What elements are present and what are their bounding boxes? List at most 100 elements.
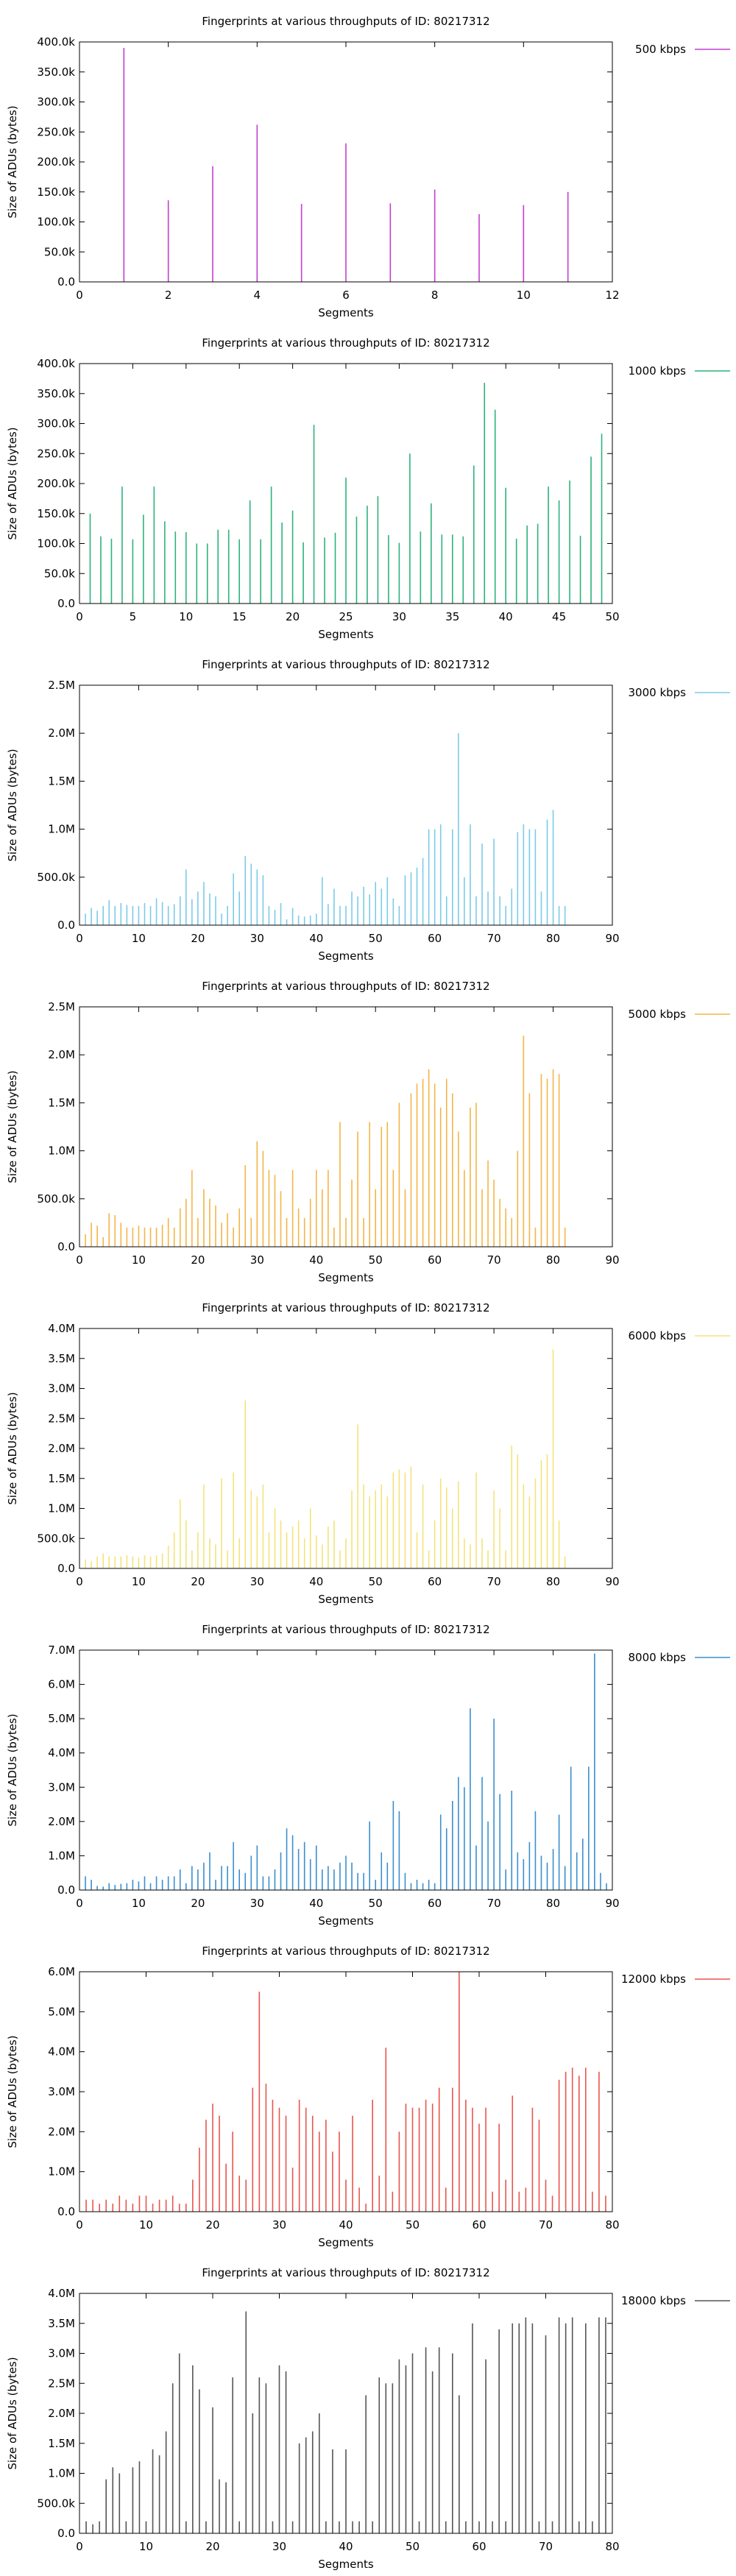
x-tick-label: 50 <box>369 932 383 945</box>
x-tick-label: 40 <box>309 932 323 945</box>
x-axis-label: Segments <box>318 949 374 963</box>
x-tick-label: 60 <box>428 1897 442 1910</box>
y-axis-label: Size of ADUs (bytes) <box>6 749 19 861</box>
plot-frame <box>79 1006 613 1248</box>
x-tick-label: 10 <box>517 289 531 302</box>
y-tick-label: 6.0M <box>48 1965 75 1978</box>
x-tick-label: 0 <box>76 1897 83 1910</box>
legend-label: 12000 kbps <box>621 1972 686 1986</box>
x-tick-label: 20 <box>205 2540 219 2553</box>
y-tick-label: 50.0k <box>44 245 75 258</box>
y-tick-label: 2.0M <box>48 1815 75 1828</box>
y-axis-label: Size of ADUs (bytes) <box>6 2357 19 2469</box>
y-tick-label: 0.0 <box>57 1562 75 1575</box>
x-tick-label: 15 <box>233 610 247 623</box>
x-tick-label: 80 <box>546 932 560 945</box>
x-tick-label: 0 <box>76 610 83 623</box>
y-tick-label: 3.5M <box>48 2317 75 2330</box>
x-tick-label: 50 <box>605 610 619 623</box>
x-tick-label: 40 <box>309 1897 323 1910</box>
x-tick-label: 10 <box>132 1253 146 1267</box>
y-tick-label: 100.0k <box>37 216 75 229</box>
legend-label: 6000 kbps <box>629 1329 687 1342</box>
y-tick-label: 2.0M <box>48 1048 75 1061</box>
x-tick-label: 0 <box>76 932 83 945</box>
chart-panel-1: Fingerprints at various throughputs of I… <box>0 322 736 643</box>
plot-frame <box>79 363 613 604</box>
x-tick-label: 0 <box>76 1575 83 1588</box>
legend-label: 1000 kbps <box>629 364 687 378</box>
y-axis-label: Size of ADUs (bytes) <box>6 1713 19 1826</box>
chart-title: Fingerprints at various throughputs of I… <box>202 1623 489 1636</box>
x-tick-label: 50 <box>369 1253 383 1267</box>
x-tick-label: 60 <box>428 1253 442 1267</box>
y-tick-label: 200.0k <box>37 477 75 490</box>
x-axis-label: Segments <box>318 1271 374 1284</box>
chart-panel-5: Fingerprints at various throughputs of I… <box>0 1608 736 1930</box>
y-axis-label: Size of ADUs (bytes) <box>6 2035 19 2148</box>
x-tick-label: 70 <box>539 2540 553 2553</box>
y-tick-label: 500.0k <box>37 1192 75 1206</box>
x-tick-label: 50 <box>369 1575 383 1588</box>
x-tick-label: 30 <box>250 1253 264 1267</box>
y-tick-label: 4.0M <box>48 2287 75 2300</box>
chart-svg: Fingerprints at various throughputs of I… <box>6 15 730 319</box>
x-tick-label: 20 <box>191 1897 205 1910</box>
y-tick-label: 1.0M <box>48 2165 75 2179</box>
y-tick-label: 3.5M <box>48 1352 75 1365</box>
x-tick-label: 90 <box>605 1575 619 1588</box>
x-tick-label: 20 <box>286 610 300 623</box>
x-tick-label: 70 <box>487 932 501 945</box>
chart-panel-0: Fingerprints at various throughputs of I… <box>0 0 736 322</box>
x-tick-label: 10 <box>132 1575 146 1588</box>
x-tick-label: 45 <box>552 610 566 623</box>
y-tick-label: 0.0 <box>57 275 75 289</box>
chart-svg: Fingerprints at various throughputs of I… <box>6 980 730 1284</box>
y-tick-label: 1.0M <box>48 1849 75 1862</box>
chart-svg: Fingerprints at various throughputs of I… <box>6 1623 730 1928</box>
y-axis-label: Size of ADUs (bytes) <box>6 1392 19 1504</box>
chart-panel-3: Fingerprints at various throughputs of I… <box>0 965 736 1287</box>
x-tick-label: 20 <box>191 1575 205 1588</box>
chart-svg: Fingerprints at various throughputs of I… <box>6 1945 730 2249</box>
x-tick-label: 4 <box>254 289 261 302</box>
x-tick-label: 35 <box>445 610 459 623</box>
legend-label: 18000 kbps <box>621 2294 686 2307</box>
y-tick-label: 2.0M <box>48 726 75 740</box>
x-tick-label: 0 <box>76 289 83 302</box>
x-tick-label: 20 <box>191 1253 205 1267</box>
chart-svg: Fingerprints at various throughputs of I… <box>6 1301 730 1606</box>
x-tick-label: 10 <box>179 610 193 623</box>
y-tick-label: 2.5M <box>48 2377 75 2390</box>
x-tick-label: 10 <box>132 932 146 945</box>
x-tick-label: 10 <box>139 2540 153 2553</box>
x-tick-label: 90 <box>605 932 619 945</box>
y-tick-label: 1.0M <box>48 1144 75 1158</box>
x-tick-label: 60 <box>428 1575 442 1588</box>
y-tick-label: 4.0M <box>48 1747 75 1760</box>
y-tick-label: 3.0M <box>48 2347 75 2360</box>
x-tick-label: 10 <box>139 2218 153 2232</box>
plot-frame <box>79 41 613 283</box>
x-tick-label: 30 <box>392 610 406 623</box>
x-tick-label: 70 <box>487 1897 501 1910</box>
x-tick-label: 40 <box>339 2540 353 2553</box>
y-tick-label: 400.0k <box>37 357 75 370</box>
y-tick-label: 1.5M <box>48 1096 75 1109</box>
y-tick-label: 500.0k <box>37 1532 75 1545</box>
y-tick-label: 50.0k <box>44 567 75 580</box>
y-tick-label: 2.0M <box>48 2407 75 2420</box>
x-tick-label: 40 <box>309 1253 323 1267</box>
y-tick-label: 2.0M <box>48 2125 75 2138</box>
x-tick-label: 90 <box>605 1253 619 1267</box>
y-tick-label: 7.0M <box>48 1643 75 1657</box>
chart-title: Fingerprints at various throughputs of I… <box>202 1301 489 1314</box>
x-tick-label: 5 <box>130 610 137 623</box>
x-tick-label: 50 <box>406 2218 420 2232</box>
x-axis-label: Segments <box>318 1914 374 1928</box>
plot-frame <box>79 1971 613 2212</box>
y-tick-label: 4.0M <box>48 2045 75 2059</box>
legend-label: 3000 kbps <box>629 686 687 699</box>
y-tick-label: 1.5M <box>48 1472 75 1485</box>
